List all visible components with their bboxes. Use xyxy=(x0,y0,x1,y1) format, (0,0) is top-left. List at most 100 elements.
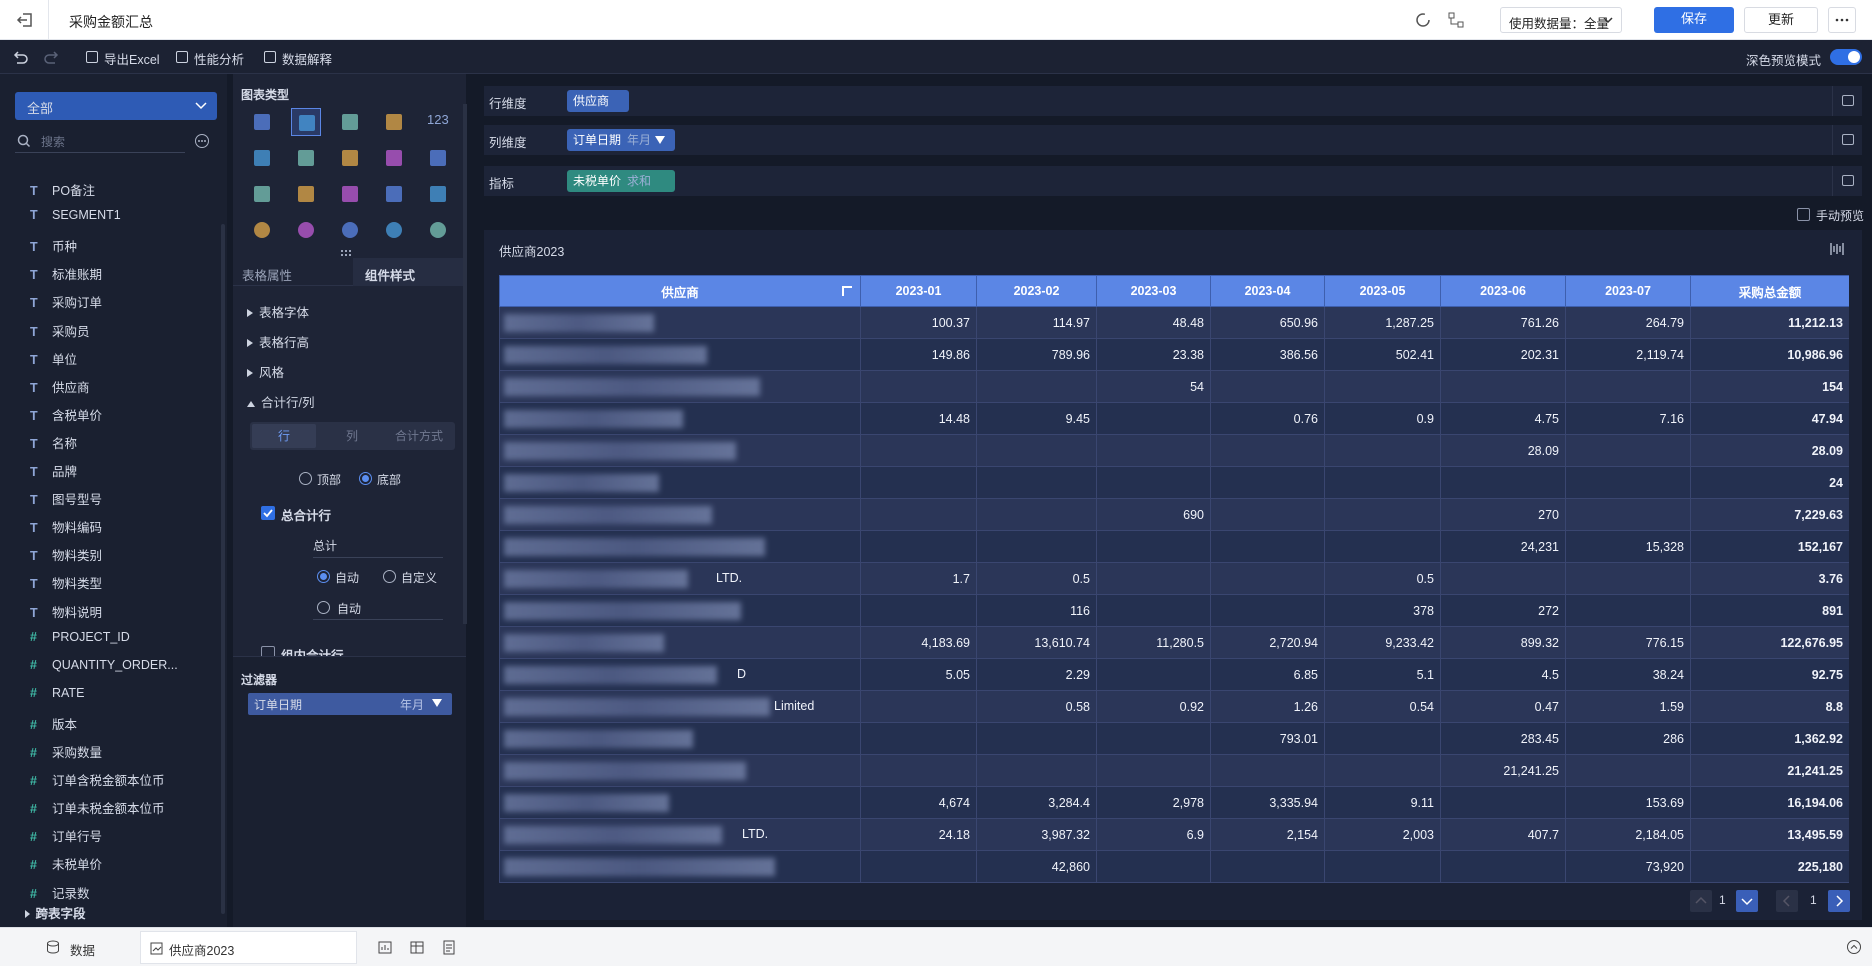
add-chart-icon[interactable] xyxy=(378,940,394,956)
chart-type-icon[interactable]: 123 xyxy=(427,112,449,127)
field-item[interactable]: T 物料说明 xyxy=(30,602,102,621)
lock-icon[interactable] xyxy=(1842,134,1854,145)
field-item[interactable]: T 物料编码 xyxy=(30,517,102,536)
field-item[interactable]: T 采购订单 xyxy=(30,292,102,311)
more-icon[interactable] xyxy=(194,133,210,149)
add-report-icon[interactable] xyxy=(442,940,458,956)
dark-mode-toggle[interactable] xyxy=(1830,49,1862,65)
lock-icon[interactable] xyxy=(1842,175,1854,186)
column-header[interactable]: 2023-06 xyxy=(1440,275,1566,307)
column-header[interactable]: 2023-03 xyxy=(1096,275,1211,307)
field-item[interactable]: # 记录数 xyxy=(30,883,90,902)
subtab[interactable]: 列 xyxy=(345,429,358,443)
chart-type-icon[interactable] xyxy=(379,180,409,208)
lock-icon[interactable] xyxy=(1842,95,1854,106)
add-table-icon[interactable] xyxy=(410,940,426,956)
dimension-pill[interactable]: 供应商 xyxy=(567,90,630,112)
field-item[interactable]: T 名称 xyxy=(30,433,77,452)
back-icon[interactable] xyxy=(16,11,34,29)
field-item[interactable]: # 订单含税金额本位币 xyxy=(30,770,165,789)
field-item[interactable]: T 单位 xyxy=(30,349,77,368)
style-section[interactable]: 合计行/列 xyxy=(247,392,452,411)
column-header[interactable]: 采购总金额 xyxy=(1690,275,1849,307)
field-item[interactable]: T 采购员 xyxy=(30,321,90,340)
dimension-pill[interactable]: 订单日期 年月 xyxy=(567,129,676,151)
chart-type-icon[interactable] xyxy=(291,144,321,172)
field-item[interactable]: T 供应商 xyxy=(30,377,90,396)
dimension-pill[interactable]: 未税单价 求和 xyxy=(567,170,676,192)
save-button[interactable]: 保存 xyxy=(1654,7,1734,33)
chart-type-icon[interactable] xyxy=(379,144,409,172)
update-button[interactable]: 更新 xyxy=(1744,7,1818,33)
field-item[interactable]: T SEGMENT1 xyxy=(30,208,121,222)
chart-type-icon[interactable] xyxy=(335,216,365,244)
field-item[interactable]: T PO备注 xyxy=(30,180,95,199)
field-item[interactable]: # 版本 xyxy=(30,714,77,733)
column-width-icon[interactable] xyxy=(1830,242,1844,256)
field-item[interactable]: T 物料类别 xyxy=(30,545,102,564)
column-header[interactable]: 2023-07 xyxy=(1565,275,1691,307)
page-prev[interactable] xyxy=(1776,890,1798,912)
data-amount-select[interactable]: 使用数据量：全量 xyxy=(1500,7,1622,33)
radio-checked[interactable] xyxy=(317,570,330,583)
refresh-icon[interactable] xyxy=(1414,11,1432,29)
field-item[interactable]: T 图号型号 xyxy=(30,489,102,508)
search-box[interactable]: 搜索 xyxy=(15,129,185,153)
more-button[interactable] xyxy=(1828,7,1856,33)
chart-type-icon[interactable] xyxy=(379,108,409,136)
column-header[interactable]: 2023-04 xyxy=(1210,275,1325,307)
field-item[interactable]: T 品牌 xyxy=(30,461,77,480)
subtab[interactable]: 合计方式 xyxy=(394,429,443,443)
chart-type-icon[interactable] xyxy=(335,108,365,136)
tab-active[interactable]: 组件样式 xyxy=(353,258,466,286)
sort-icon[interactable] xyxy=(842,286,852,296)
chart-type-icon[interactable] xyxy=(291,108,321,136)
chart-type-icon[interactable] xyxy=(247,216,277,244)
style-section[interactable]: 表格字体 xyxy=(247,302,452,321)
field-item[interactable]: T 含税单价 xyxy=(30,405,102,424)
collapse-icon[interactable] xyxy=(1846,939,1862,955)
field-item[interactable]: # RATE xyxy=(30,686,84,700)
chart-type-icon[interactable] xyxy=(379,216,409,244)
field-item[interactable]: # 采购数量 xyxy=(30,742,102,761)
chart-type-icon[interactable] xyxy=(335,144,365,172)
page-next[interactable] xyxy=(1828,890,1850,912)
toolbar-item[interactable]: 性能分析 xyxy=(176,49,244,68)
checkbox[interactable] xyxy=(1797,208,1810,221)
field-item[interactable]: # 订单行号 xyxy=(30,826,102,845)
style-section[interactable]: 表格行高 xyxy=(247,332,452,351)
data-tab[interactable]: 数据 xyxy=(70,944,96,958)
scope-select[interactable]: 全部 xyxy=(15,92,217,120)
chart-type-icon[interactable] xyxy=(247,180,277,208)
column-header[interactable]: 2023-05 xyxy=(1324,275,1441,307)
radio[interactable] xyxy=(383,570,396,583)
field-item[interactable]: # 订单未税金额本位币 xyxy=(30,798,165,817)
style-section[interactable]: 风格 xyxy=(247,362,452,381)
chart-type-icon[interactable] xyxy=(291,216,321,244)
chart-type-icon[interactable] xyxy=(291,180,321,208)
chart-type-icon[interactable] xyxy=(335,180,365,208)
chart-type-icon[interactable] xyxy=(247,144,277,172)
page-down[interactable] xyxy=(1736,890,1758,912)
field-item[interactable]: T 物料类型 xyxy=(30,573,102,592)
undo-icon[interactable] xyxy=(12,49,28,65)
checkbox-checked[interactable] xyxy=(261,506,275,520)
redo-icon[interactable] xyxy=(44,49,60,65)
field-item[interactable]: T 标准账期 xyxy=(30,264,102,283)
chart-type-icon[interactable] xyxy=(423,216,453,244)
column-header[interactable]: 2023-01 xyxy=(860,275,977,307)
total-input[interactable]: 总计 xyxy=(313,534,443,558)
toolbar-item[interactable]: 数据解释 xyxy=(264,49,332,68)
field-item[interactable]: # PROJECT_ID xyxy=(30,630,130,644)
field-item[interactable]: # QUANTITY_ORDER... xyxy=(30,658,178,672)
chart-type-icon[interactable] xyxy=(423,180,453,208)
toolbar-item[interactable]: 导出Excel xyxy=(86,49,160,68)
column-header[interactable]: 供应商 xyxy=(499,275,861,307)
subtab-active[interactable]: 行 xyxy=(252,424,316,448)
flow-icon[interactable] xyxy=(1447,11,1465,29)
column-header[interactable]: 2023-02 xyxy=(976,275,1097,307)
page-up[interactable] xyxy=(1690,890,1712,912)
sheet-tab[interactable]: 供应商2023 xyxy=(140,931,357,964)
field-item[interactable]: # 未税单价 xyxy=(30,854,102,873)
align-select[interactable]: 自动 xyxy=(313,596,443,620)
